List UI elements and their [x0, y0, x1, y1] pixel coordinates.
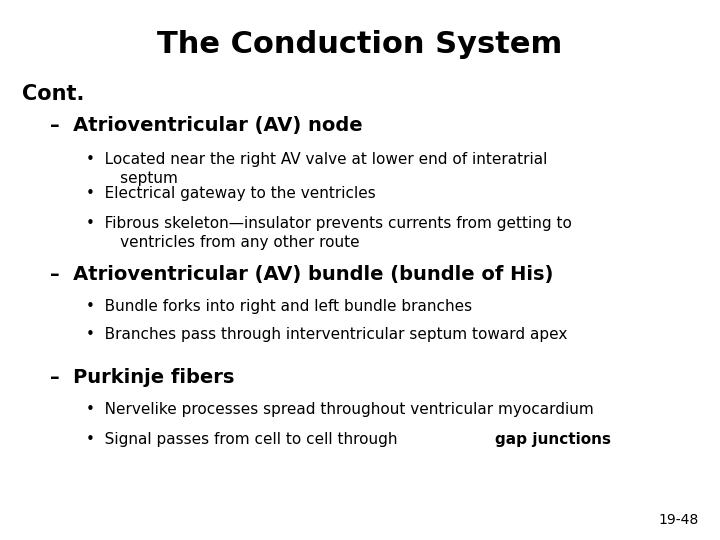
- Text: gap junctions: gap junctions: [495, 432, 611, 447]
- Text: •  Branches pass through interventricular septum toward apex: • Branches pass through interventricular…: [86, 327, 568, 342]
- Text: •  Nervelike processes spread throughout ventricular myocardium: • Nervelike processes spread throughout …: [86, 402, 594, 417]
- Text: –  Purkinje fibers: – Purkinje fibers: [50, 368, 235, 387]
- Text: The Conduction System: The Conduction System: [158, 30, 562, 59]
- Text: –  Atrioventricular (AV) node: – Atrioventricular (AV) node: [50, 116, 363, 135]
- Text: •  Located near the right AV valve at lower end of interatrial
       septum: • Located near the right AV valve at low…: [86, 152, 548, 186]
- Text: •  Bundle forks into right and left bundle branches: • Bundle forks into right and left bundl…: [86, 299, 472, 314]
- Text: •  Fibrous skeleton—insulator prevents currents from getting to
       ventricle: • Fibrous skeleton—insulator prevents cu…: [86, 216, 572, 249]
- Text: •  Signal passes from cell to cell through: • Signal passes from cell to cell throug…: [86, 432, 402, 447]
- Text: •  Electrical gateway to the ventricles: • Electrical gateway to the ventricles: [86, 186, 376, 201]
- Text: Cont.: Cont.: [22, 84, 84, 104]
- Text: –  Atrioventricular (AV) bundle (bundle of His): – Atrioventricular (AV) bundle (bundle o…: [50, 265, 554, 284]
- Text: 19-48: 19-48: [658, 512, 698, 526]
